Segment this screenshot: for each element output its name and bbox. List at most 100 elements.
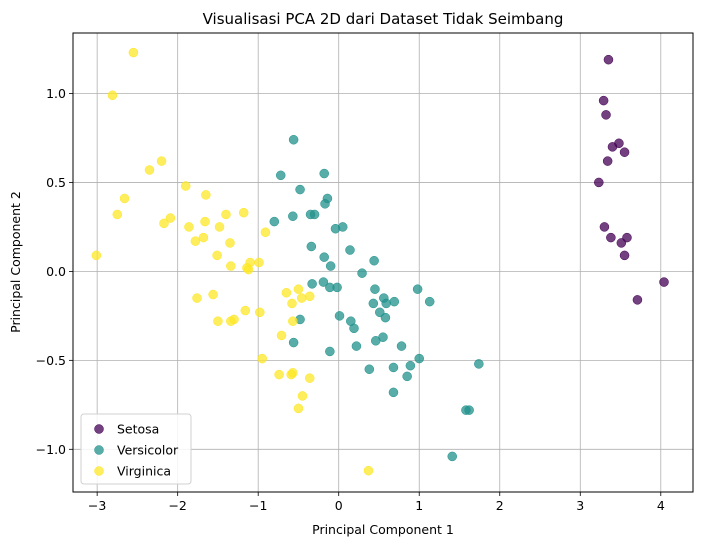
point-versicolor [414, 353, 424, 364]
point-virginica [201, 190, 211, 200]
chart-title: Visualisasi PCA 2D dari Dataset Tidak Se… [203, 10, 564, 28]
point-setosa [601, 110, 611, 120]
point-virginica [213, 316, 223, 326]
point-virginica [156, 156, 167, 166]
legend-marker [94, 424, 104, 434]
point-virginica [119, 193, 130, 204]
point-versicolor [369, 255, 379, 266]
point-virginica [363, 465, 374, 476]
point-virginica [184, 222, 194, 232]
y-axis-label: Principal Component 2 [8, 191, 23, 333]
point-virginica [128, 47, 139, 58]
point-virginica [221, 209, 231, 220]
point-setosa [607, 142, 618, 152]
x-tick-label: −3 [88, 498, 106, 513]
point-virginica [200, 216, 210, 227]
point-virginica [165, 213, 176, 223]
point-setosa [602, 156, 613, 166]
point-versicolor [305, 209, 316, 220]
point-versicolor [389, 296, 400, 307]
point-virginica [238, 207, 249, 218]
legend-label: Setosa [117, 422, 159, 437]
point-versicolor [380, 312, 391, 323]
point-versicolor [351, 341, 362, 351]
point-versicolor [319, 252, 329, 262]
point-virginica [180, 181, 191, 191]
point-virginica [112, 209, 123, 220]
point-versicolor [332, 282, 342, 293]
x-tick-label: 1 [415, 498, 423, 513]
point-versicolor [349, 323, 359, 334]
point-versicolor [381, 298, 391, 309]
legend-label: Virginica [117, 464, 171, 479]
x-tick-label: −2 [168, 498, 186, 513]
legend-box [80, 413, 192, 485]
point-setosa [616, 238, 627, 248]
point-virginica [254, 257, 264, 268]
point-virginica [214, 222, 225, 232]
point-setosa [659, 277, 669, 287]
point-versicolor [325, 346, 335, 357]
point-virginica [240, 305, 251, 316]
point-virginica [144, 165, 155, 175]
point-versicolor [402, 371, 412, 382]
x-axis-label: Principal Component 1 [312, 522, 454, 537]
point-versicolor [306, 241, 317, 252]
point-versicolor [474, 359, 484, 369]
point-virginica [190, 236, 201, 246]
x-tick-label: 0 [335, 498, 343, 513]
point-virginica [192, 293, 202, 303]
point-virginica [107, 90, 118, 101]
y-tick-label: 0.0 [46, 264, 66, 279]
plot-frame [72, 32, 694, 493]
point-virginica [276, 330, 287, 341]
point-virginica [159, 218, 169, 229]
x-tick-label: 4 [657, 498, 665, 513]
point-virginica [255, 307, 265, 318]
point-versicolor [307, 279, 317, 289]
point-versicolor [378, 332, 388, 342]
point-versicolor [370, 284, 380, 294]
point-versicolor [269, 216, 280, 227]
series-versicolor [269, 134, 484, 462]
point-versicolor [364, 364, 375, 374]
x-tick-label: −1 [249, 498, 267, 513]
point-virginica [198, 232, 209, 243]
point-versicolor [388, 362, 399, 373]
legend-marker [94, 466, 104, 476]
point-virginica [304, 373, 315, 383]
point-virginica [91, 250, 102, 261]
point-versicolor [396, 341, 407, 351]
point-versicolor [424, 296, 435, 307]
point-versicolor [295, 184, 305, 195]
point-virginica [226, 316, 236, 326]
point-virginica [296, 293, 307, 303]
point-versicolor [334, 311, 345, 321]
point-versicolor [405, 360, 416, 371]
point-versicolor [368, 298, 379, 309]
point-virginica [243, 264, 254, 275]
series-virginica [91, 47, 374, 476]
point-virginica [297, 391, 308, 401]
point-setosa [594, 177, 604, 188]
point-virginica [212, 250, 222, 261]
point-virginica [260, 227, 271, 238]
point-versicolor [330, 223, 341, 234]
point-versicolor [288, 337, 299, 348]
point-versicolor [325, 261, 336, 271]
y-tick-label: 1.0 [46, 86, 66, 101]
point-virginica [286, 369, 296, 380]
point-versicolor [357, 268, 367, 278]
point-virginica [288, 316, 298, 326]
legend-marker [94, 445, 104, 455]
point-versicolor [288, 211, 298, 221]
point-versicolor [447, 451, 457, 462]
point-versicolor [319, 168, 329, 179]
point-versicolor [412, 284, 423, 294]
data-points [91, 47, 669, 476]
legend-label: Versicolor [117, 443, 179, 458]
point-versicolor [318, 277, 329, 287]
point-virginica [208, 289, 218, 300]
point-setosa [598, 95, 609, 106]
